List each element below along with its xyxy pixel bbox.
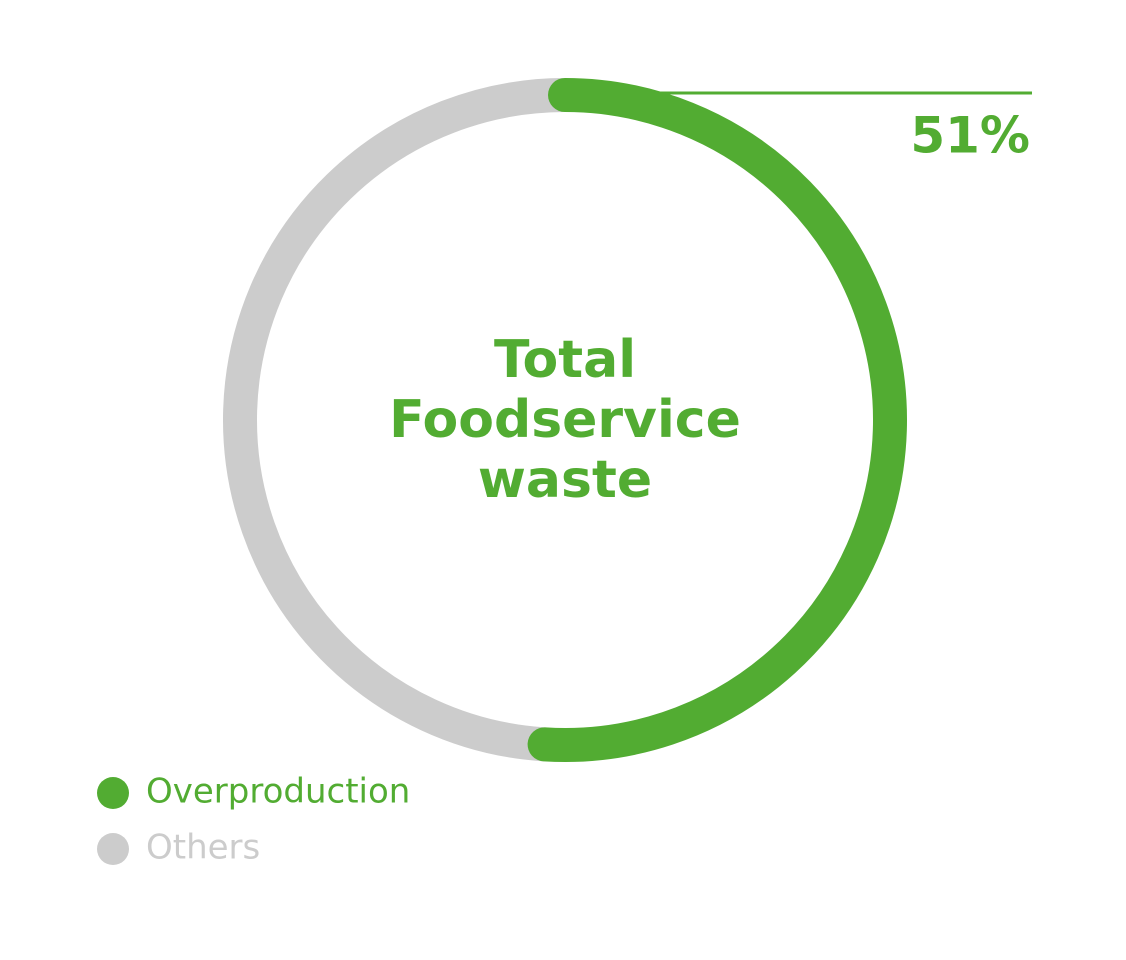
legend-marker	[97, 777, 129, 809]
chart-title: Total Foodservice waste	[389, 330, 741, 510]
donut-segment	[223, 78, 566, 762]
value-label: 51%	[910, 107, 1030, 165]
legend-label: Others	[146, 828, 260, 868]
legend-label: Overproduction	[146, 772, 410, 812]
donut-segment	[527, 78, 907, 762]
legend-marker	[97, 833, 129, 865]
